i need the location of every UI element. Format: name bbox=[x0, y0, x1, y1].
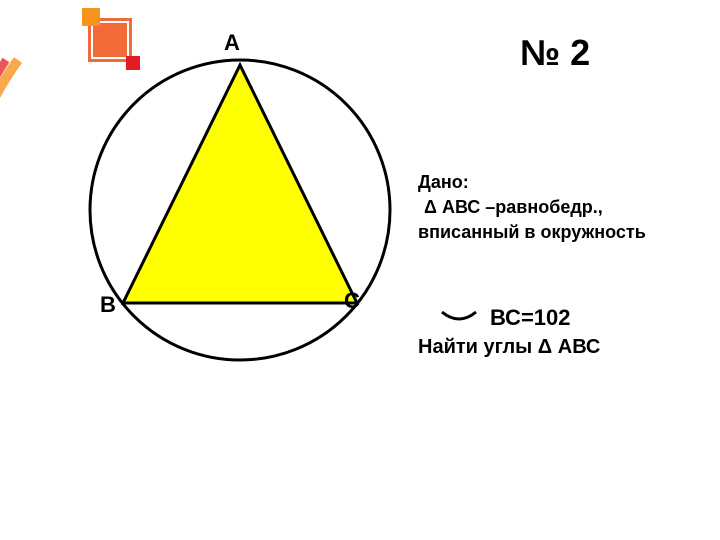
find-line: Найти углы Δ АВС bbox=[418, 336, 600, 359]
given-line-1: Δ АВС –равнобедр., bbox=[418, 195, 646, 220]
triangle-abc bbox=[123, 65, 357, 303]
arc-icon bbox=[440, 308, 478, 329]
find-prefix: Найти углы Δ bbox=[418, 336, 552, 358]
given-line-1-text: АВС –равнобедр., bbox=[437, 197, 603, 217]
geometry-diagram bbox=[75, 45, 405, 375]
vertex-label-b: В bbox=[100, 292, 116, 318]
diagram-svg bbox=[75, 45, 405, 375]
given-line-2: вписанный в окружность bbox=[418, 220, 646, 245]
triangle-symbol: Δ bbox=[424, 197, 437, 217]
problem-number: № 2 bbox=[520, 32, 590, 74]
given-title: Дано: bbox=[418, 170, 646, 195]
given-block: Дано: Δ АВС –равнобедр., вписанный в окр… bbox=[418, 170, 646, 246]
find-suffix: АВС bbox=[552, 336, 600, 358]
arc-bc-value: ВС=102 bbox=[490, 305, 571, 331]
vertex-label-a: А bbox=[224, 30, 240, 56]
vertex-label-c: С bbox=[344, 288, 360, 314]
arc-bc-row: ВС=102 bbox=[440, 305, 571, 331]
